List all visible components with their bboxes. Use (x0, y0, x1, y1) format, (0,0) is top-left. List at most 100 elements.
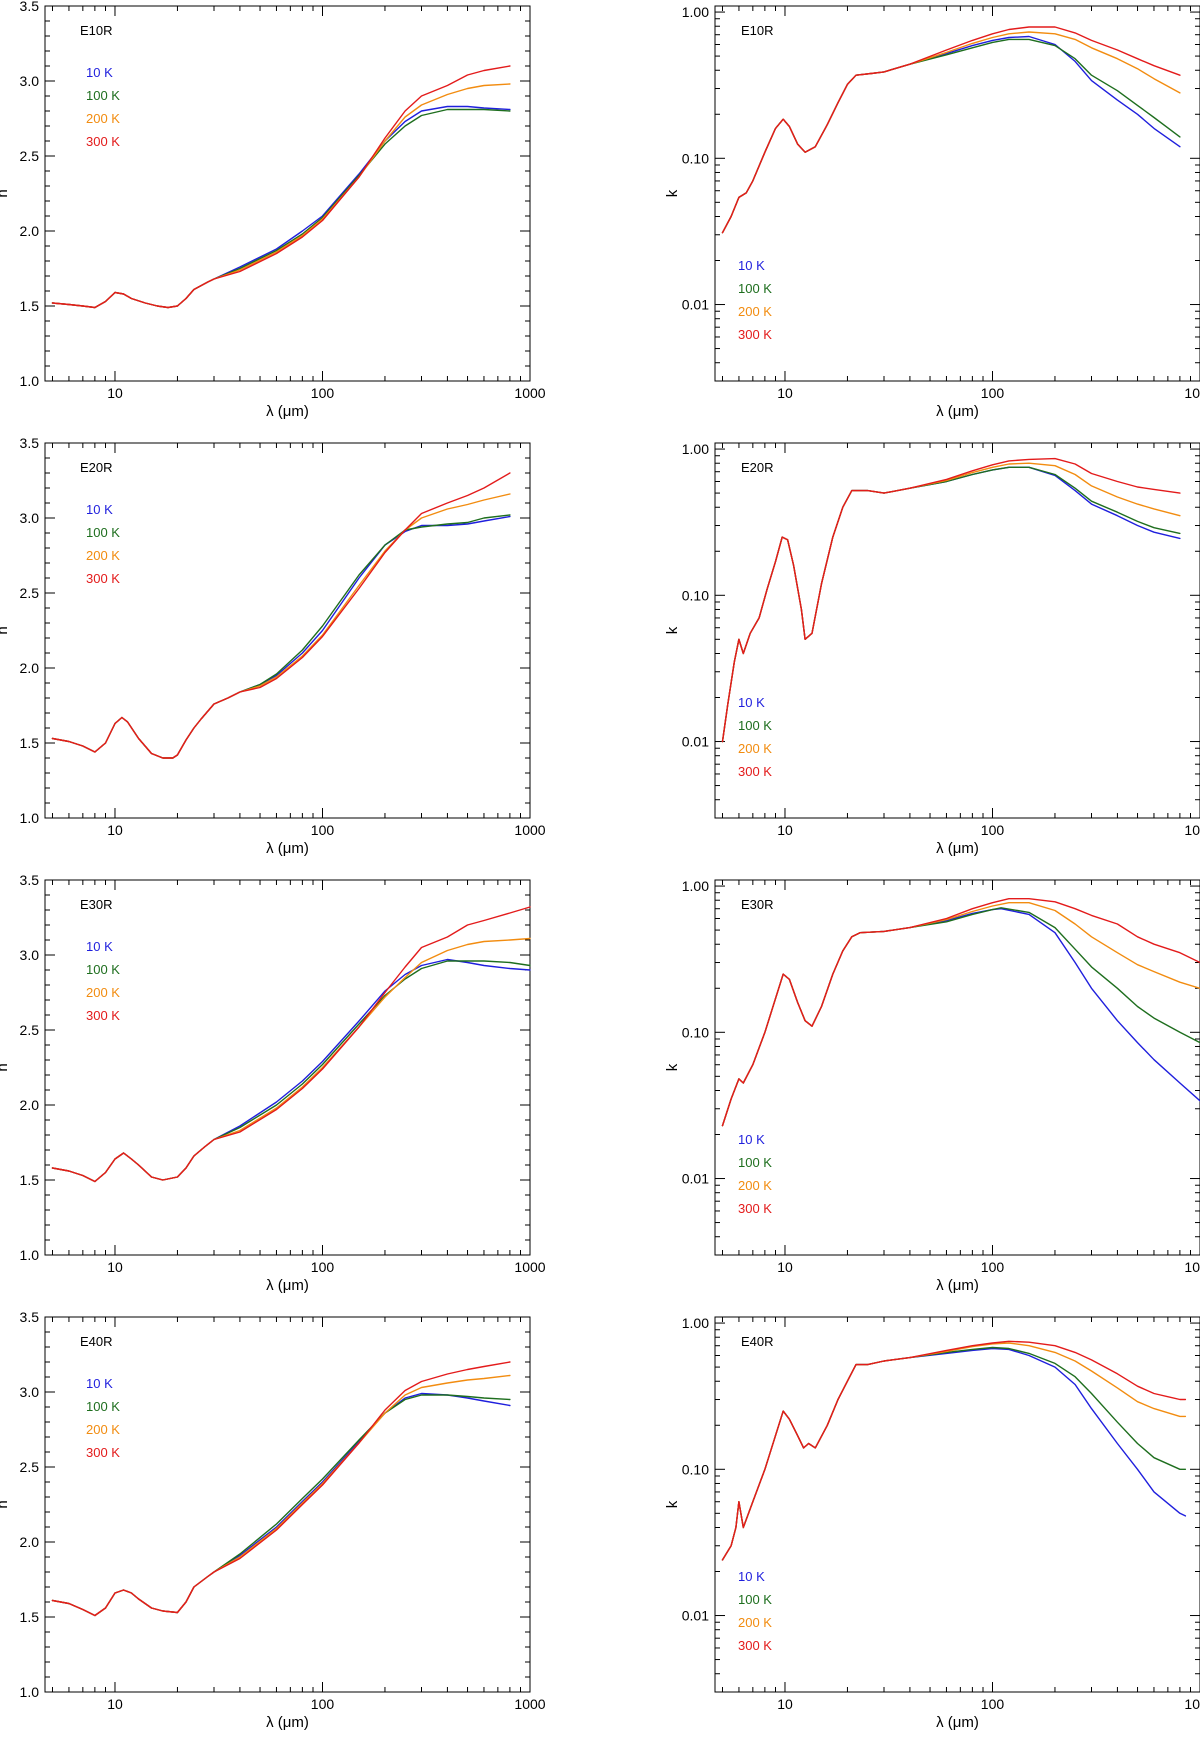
x-tick-label: 1000 (1184, 385, 1200, 401)
y-tick-label: 0.01 (682, 297, 709, 313)
legend-entry-200k: 200 K (86, 111, 120, 126)
chart-panel-e10r-n: 10 100 1000 1.0 1.5 2.0 2.5 3.0 3.5 λ (μm) n E10R 10… (0, 0, 546, 420)
y-axis-title: k (664, 626, 681, 634)
series-line-300k (721, 26, 1181, 234)
x-tick-label: 100 (311, 1259, 335, 1275)
y-tick-label: 2.5 (20, 1022, 40, 1038)
x-axis-title: λ (μm) (936, 1714, 979, 1731)
series-line-200k (721, 462, 1181, 743)
plot-frame (714, 1316, 1200, 1693)
y-axis-title: k (664, 189, 681, 197)
y-tick-label: 0.10 (682, 150, 709, 166)
y-tick-label: 1.0 (20, 810, 40, 826)
legend-entry-10k: 10 K (86, 65, 113, 80)
legend-entry-100k: 100 K (738, 281, 772, 296)
series-line-300k (51, 906, 531, 1183)
legend-entry-200k: 200 K (738, 1615, 772, 1630)
y-tick-label: 2.0 (20, 660, 40, 676)
x-tick-label: 1000 (514, 1259, 545, 1275)
series-line-10k (721, 1347, 1187, 1561)
y-tick-label: 0.01 (682, 1608, 709, 1624)
plot-frame (44, 442, 531, 819)
series-line-300k (51, 1361, 511, 1617)
x-axis-title: λ (μm) (936, 1277, 979, 1294)
series-line-200k (51, 937, 531, 1183)
legend-entry-10k: 10 K (738, 1132, 765, 1147)
chart-panel-e10r-k: 10 100 1000 0.01 0.10 1.00 λ (μm) k E10R 10 K 100 … (664, 4, 1200, 420)
y-axis-title: n (0, 189, 11, 197)
chart-panel-e40r-n: 10 100 1000 1.0 1.5 2.0 2.5 3.0 3.5 λ (μm) n E40R 10… (0, 1309, 546, 1731)
legend-entry-10k: 10 K (86, 502, 113, 517)
x-tick-label: 100 (981, 1696, 1005, 1712)
plot-frame (714, 5, 1200, 382)
x-tick-label: 1000 (1184, 822, 1200, 838)
series-line-300k (721, 457, 1181, 743)
series-line-10k (51, 515, 511, 759)
x-tick-label: 1000 (514, 822, 545, 838)
series-line-300k (721, 898, 1200, 1127)
y-tick-label: 3.5 (20, 872, 40, 888)
plot-frame (714, 442, 1200, 819)
series-line-200k (721, 31, 1181, 234)
y-tick-label: 3.0 (20, 73, 40, 89)
y-tick-label: 0.01 (682, 734, 709, 750)
legend-entry-100k: 100 K (738, 718, 772, 733)
legend-entry-300k: 300 K (86, 134, 120, 149)
x-tick-label: 1000 (514, 1696, 545, 1712)
y-tick-label: 3.5 (20, 435, 40, 451)
legend-entry-100k: 100 K (738, 1592, 772, 1607)
legend-entry-100k: 100 K (86, 525, 120, 540)
x-tick-label: 10 (107, 822, 123, 838)
legend-entry-300k: 300 K (738, 764, 772, 779)
series-line-100k (51, 960, 531, 1183)
x-tick-label: 10 (107, 385, 123, 401)
legend-entry-200k: 200 K (738, 1178, 772, 1193)
series-line-100k (721, 1346, 1187, 1561)
y-tick-label: 2.5 (20, 585, 40, 601)
x-axis-title: λ (μm) (266, 1277, 309, 1294)
y-axis-title: k (664, 1500, 681, 1508)
legend-entry-300k: 300 K (738, 1638, 772, 1653)
y-tick-label: 3.5 (20, 1309, 40, 1325)
legend-entry-10k: 10 K (738, 695, 765, 710)
y-tick-label: 2.5 (20, 1459, 40, 1475)
series-line-100k (51, 1394, 511, 1617)
series-line-100k (51, 514, 511, 759)
x-tick-label: 100 (311, 1696, 335, 1712)
y-tick-label: 1.0 (20, 373, 40, 389)
series-line-10k (51, 105, 511, 309)
series-line-10k (721, 466, 1181, 743)
y-tick-label: 2.5 (20, 148, 40, 164)
y-tick-label: 1.00 (682, 878, 709, 894)
series-line-300k (51, 65, 511, 309)
y-tick-label: 2.0 (20, 1534, 40, 1550)
y-axis-title: k (664, 1063, 681, 1071)
y-tick-label: 3.5 (20, 0, 40, 14)
legend-entry-300k: 300 K (86, 1445, 120, 1460)
y-tick-label: 3.0 (20, 510, 40, 526)
series-line-200k (51, 1374, 511, 1617)
legend-entry-300k: 300 K (86, 571, 120, 586)
series-line-200k (721, 1342, 1187, 1561)
x-tick-label: 10 (107, 1696, 123, 1712)
x-tick-label: 10 (777, 822, 793, 838)
legend-entry-100k: 100 K (86, 1399, 120, 1414)
legend-entry-200k: 200 K (738, 304, 772, 319)
panel-label: E30R (741, 897, 774, 912)
x-tick-label: 10 (777, 1696, 793, 1712)
series-line-10k (51, 958, 531, 1183)
x-tick-label: 1000 (1184, 1259, 1200, 1275)
series-line-10k (721, 908, 1200, 1127)
legend-entry-100k: 100 K (738, 1155, 772, 1170)
series-line-200k (721, 902, 1200, 1127)
x-tick-label: 100 (981, 385, 1005, 401)
panel-label: E30R (80, 897, 113, 912)
plot-frame (44, 5, 531, 382)
legend-entry-300k: 300 K (738, 1201, 772, 1216)
x-axis-title: λ (μm) (266, 840, 309, 857)
y-tick-label: 2.0 (20, 223, 40, 239)
plot-frame (44, 1316, 531, 1693)
panel-label: E10R (80, 23, 113, 38)
panel-label: E20R (741, 460, 774, 475)
y-tick-label: 1.00 (682, 441, 709, 457)
